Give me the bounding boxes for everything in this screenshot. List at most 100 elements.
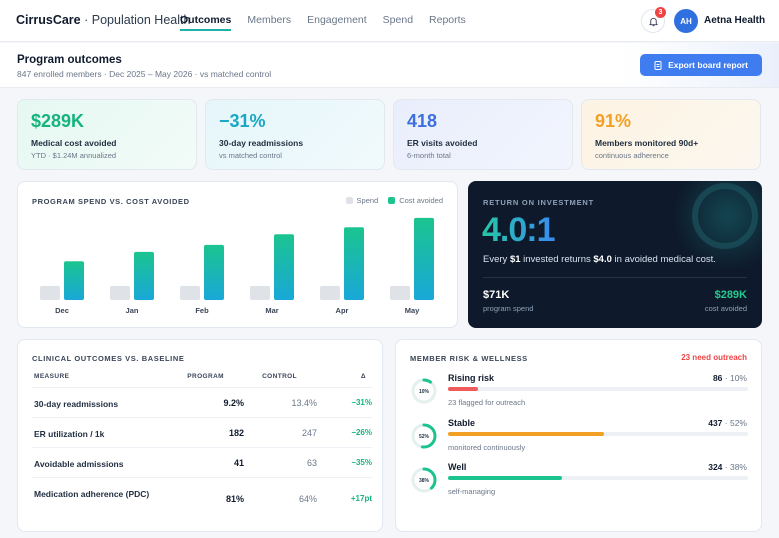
kpi-sub: YTD · $1.24M annualized [31,151,117,160]
tier-pct: · 38% [724,462,747,472]
legend-spend: Spend [345,196,379,205]
risk-title: MEMBER RISK & WELLNESS [410,354,528,363]
roi-line-mid: invested returns [523,254,591,265]
tier-progress-track [448,387,748,391]
tier-count: 437 [708,418,723,428]
spend-chart: Dec Jan Feb Mar Apr May [40,217,434,315]
x-tick-label: May [405,306,420,315]
roi-description: Every $1 invested returns $4.0 in avoide… [483,254,716,265]
bar-avoided-may[interactable] [414,217,434,300]
tier-name-rising-risk: Rising risk [448,373,495,383]
bar-avoided-mar[interactable] [274,234,294,300]
tier-stat: 437 · 52% [708,418,747,428]
bar-avoided-jan[interactable] [134,251,154,300]
col-header-control: CONTROL [262,373,297,380]
nav-item-reports[interactable]: Reports [429,14,466,26]
roi-line-in: $1 [509,254,521,265]
kpi-readmissions: −31% 30-day readmissions vs matched cont… [205,99,385,170]
kpi-cost-avoided: $289K Medical cost avoided YTD · $1.24M … [17,99,197,170]
export-label: Export board report [668,60,748,70]
kpi-value: $289K [31,111,85,131]
bar-avoided-apr[interactable] [344,227,364,300]
ring-label: 52% [419,434,430,440]
legend-avoided-label: Cost avoided [399,196,443,205]
brand-logo[interactable]: CirrusCare · Population Health [16,13,190,27]
member-risk-card: MEMBER RISK & WELLNESS 23 need outreach … [395,339,762,532]
row-measure: 30-day readmissions [34,399,119,409]
kpi-er-visits: 418 ER visits avoided 6-month total [393,99,573,170]
page-title: Program outcomes [17,54,122,66]
tier-stat: 86 · 10% [713,373,747,383]
bar-spend-feb[interactable] [180,285,200,300]
row-program: 9.2% [223,398,244,408]
org-name[interactable]: Aetna Health [704,15,766,26]
nav-links: Outcomes Members Engagement Spend Report… [180,14,466,31]
bar-avoided-feb[interactable] [204,244,224,300]
document-icon [654,60,662,70]
table-row[interactable]: ER utilization / 1k 182 247 −26% [32,417,372,447]
legend-spend-swatch [345,197,353,204]
row-program: 41 [233,458,244,468]
roi-line-out: $4.0 [593,254,612,265]
kpi-label: 30-day readmissions [219,138,304,148]
x-tick-label: Apr [336,306,349,315]
x-tick-label: Jan [126,306,139,315]
bar-spend-apr[interactable] [320,285,340,300]
bar-spend-mar[interactable] [250,285,270,300]
avatar[interactable]: AH [674,9,698,33]
tier-count: 324 [708,462,723,472]
kpi-label: Medical cost avoided [31,138,117,148]
tier-note: 23 flagged for outreach [448,398,526,407]
nav-item-members[interactable]: Members [247,14,292,26]
tier-note: self-managing [448,487,496,496]
kpi-sub: continuous adherence [595,151,669,160]
row-control: 13.4% [291,398,317,408]
kpi-label: ER visits avoided [407,138,478,148]
table-row[interactable]: 30-day readmissions 9.2% 13.4% −31% [32,387,372,417]
legend-avoided: Cost avoided [388,196,443,205]
notification-badge: 3 [655,7,666,18]
row-delta: −31% [351,398,372,407]
x-tick-label: Mar [265,306,278,315]
roi-spend-value: $71K [483,289,510,301]
tier-note: monitored continuously [448,443,526,452]
nav-item-spend[interactable]: Spend [382,14,414,26]
row-program: 81% [225,494,244,504]
row-control: 64% [298,494,317,504]
row-measure: Medication adherence (PDC) [34,489,150,499]
kpi-value: 91% [595,111,632,131]
kpi-sub: 6-month total [407,151,451,160]
outreach-alert[interactable]: 23 need outreach [681,353,747,362]
bar-spend-dec[interactable] [40,285,60,300]
bar-avoided-dec[interactable] [64,261,84,300]
roi-avoided-value: $289K [714,289,747,301]
export-board-report-button[interactable]: Export board report [640,54,762,76]
bar-spend-jan[interactable] [110,285,130,300]
roi-line-pre: Every [483,254,508,265]
top-nav: CirrusCare · Population Health Outcomes … [0,0,779,42]
nav-item-outcomes[interactable]: Outcomes [180,14,232,31]
tier-stat: 324 · 38% [708,462,747,472]
row-delta: −35% [351,458,372,467]
rising-risk-ring: 10% [411,378,437,404]
chart-legend: Spend Cost avoided [345,196,443,205]
brand-product: · Population Health [84,13,191,27]
kpi-sub: vs matched control [219,151,282,160]
nav-item-engagement[interactable]: Engagement [307,14,367,26]
roi-avoided-label: cost avoided [704,304,747,313]
legend-spend-label: Spend [356,196,379,205]
stable-ring: 52% [411,423,437,449]
legend-avoided-swatch [388,197,396,204]
table-row[interactable]: Avoidable admissions 41 63 −35% [32,447,372,477]
spend-chart-title: PROGRAM SPEND VS. COST AVOIDED [32,197,190,206]
bar-spend-may[interactable] [390,285,410,300]
ring-label: 10% [419,389,430,395]
row-program: 182 [228,428,244,438]
roi-label: RETURN ON INVESTMENT [483,198,595,207]
table-row[interactable]: Medication adherence (PDC) 81% 64% +17pt [32,477,372,519]
kpi-monitored: 91% Members monitored 90d+ continuous ad… [581,99,761,170]
tier-pct: · 52% [724,418,747,428]
page-subtitle: 847 enrolled members · Dec 2025 – May 20… [17,69,272,79]
tier-count: 86 [712,373,723,383]
row-control: 63 [306,458,317,468]
